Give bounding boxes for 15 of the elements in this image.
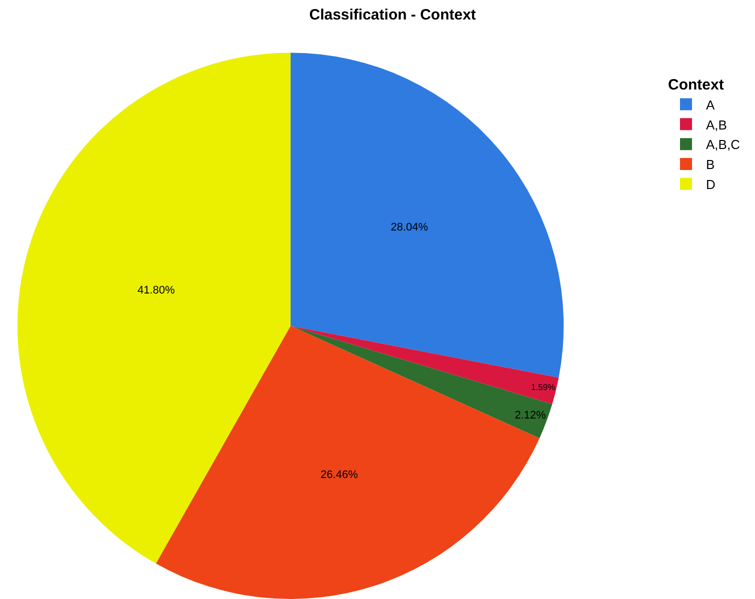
data-label: 41.80% (138, 284, 176, 296)
pie-slice (290, 326, 559, 404)
chart-title: Classification - Context (309, 6, 476, 24)
data-label: 26.46% (320, 469, 358, 482)
legend-label: D (706, 176, 716, 192)
pie-slice (18, 52, 291, 564)
legend-label: A,B,C (706, 137, 740, 152)
data-label: 28.04% (390, 222, 428, 234)
legend-label: A,B (706, 117, 727, 132)
pie-slice (290, 52, 564, 378)
legend-label: A (706, 97, 715, 112)
legend-label: B (706, 157, 715, 172)
data-label: 2.12% (514, 409, 546, 422)
legend-title: Context (668, 76, 724, 94)
data-label: 1.59% (531, 382, 556, 392)
